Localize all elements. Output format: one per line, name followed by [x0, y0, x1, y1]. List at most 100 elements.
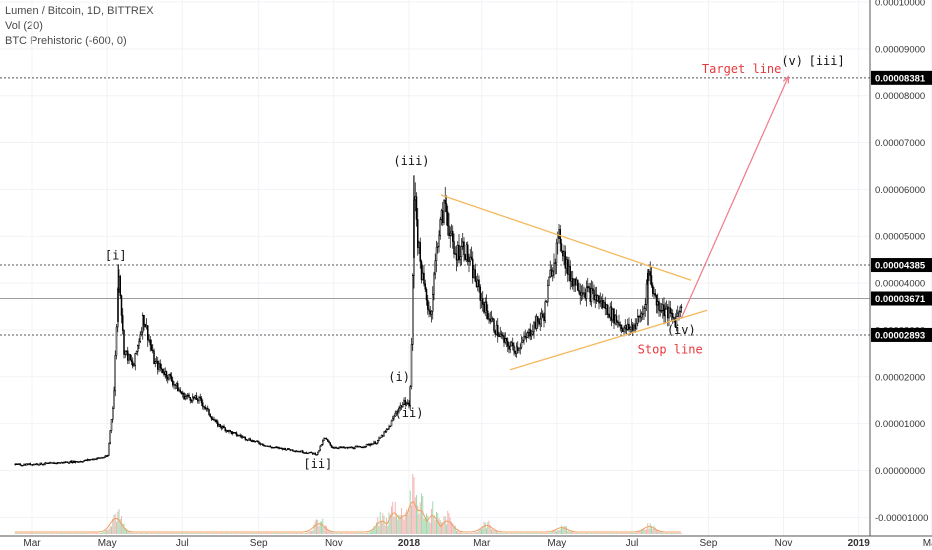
- candle-body: [648, 271, 650, 274]
- volume-bar: [188, 533, 190, 534]
- volume-bar: [37, 533, 39, 534]
- volume-bar: [406, 509, 408, 534]
- volume-bar: [543, 533, 545, 534]
- volume-bar: [236, 533, 238, 534]
- candle-body: [23, 464, 25, 466]
- volume-bar: [494, 530, 496, 534]
- candle-body: [180, 391, 183, 395]
- candle-body: [330, 444, 333, 448]
- candle-body: [625, 325, 628, 330]
- volume-bar: [74, 533, 76, 534]
- candle-body: [324, 437, 327, 440]
- price-lines: [0, 77, 870, 336]
- volume-bar: [42, 533, 44, 534]
- volume-bar: [614, 533, 616, 534]
- volume-bar: [533, 533, 535, 534]
- x-axis[interactable]: Mar May Jul Sep Nov 2018 Mar May Jul Sep Nov 2019 Ma…: [0, 535, 932, 549]
- candle-body: [512, 342, 514, 347]
- candle-body: [558, 229, 560, 235]
- volume-bar: [342, 533, 344, 534]
- volume-bar: [581, 533, 583, 534]
- candle-body: [242, 436, 244, 438]
- volume-bar: [559, 529, 561, 534]
- volume-bar: [654, 527, 656, 534]
- trend-line-upper[interactable]: [440, 194, 692, 281]
- candle-body: [599, 301, 602, 304]
- volume-bar: [596, 533, 598, 534]
- volume-bar: [263, 533, 265, 534]
- volume-bar: [149, 533, 151, 534]
- candle-body: [197, 399, 199, 402]
- candle-body: [487, 310, 489, 319]
- candle-body: [57, 462, 59, 464]
- candle-body: [455, 253, 458, 261]
- candle-body: [464, 254, 467, 260]
- legend-volume[interactable]: Vol (20): [5, 20, 43, 32]
- volume-bar: [198, 533, 200, 534]
- candle-body: [47, 462, 49, 464]
- candle-body: [639, 315, 642, 318]
- candle-body: [90, 458, 93, 461]
- candle-body: [98, 457, 100, 459]
- volume-bar: [584, 533, 586, 534]
- candle-body: [245, 439, 248, 441]
- volume-bar: [504, 533, 506, 534]
- volume-bar: [523, 533, 525, 534]
- volume-bar: [232, 533, 234, 534]
- volume-bar: [139, 533, 141, 534]
- candle-body: [39, 462, 42, 465]
- candle-body: [22, 465, 24, 467]
- candle-body: [372, 443, 374, 446]
- volume-bar: [272, 533, 274, 534]
- volume-bar: [154, 533, 156, 534]
- volume-bar: [412, 474, 414, 534]
- candle-body: [287, 448, 289, 450]
- candle-body: [530, 334, 533, 337]
- target-arrow[interactable]: [680, 76, 790, 319]
- candle-body: [480, 297, 483, 301]
- volume-bar: [352, 533, 354, 534]
- volume-bar: [458, 532, 460, 534]
- volume-bar: [643, 528, 645, 534]
- trend-line-lower[interactable]: [509, 309, 708, 371]
- volume-bar: [46, 533, 48, 534]
- volume-bar: [234, 533, 236, 534]
- volume-bar: [562, 527, 564, 534]
- volume-bar: [566, 526, 568, 534]
- volume-bar: [68, 533, 70, 534]
- candle-body: [403, 399, 405, 405]
- candle-body: [74, 461, 77, 463]
- x-tick-label: Mar: [23, 538, 41, 549]
- candle-body: [522, 339, 524, 343]
- y-axis[interactable]: 0.00010000 0.00009000 0.00008000 0.00007000…: [869, 0, 932, 536]
- candle-body: [490, 318, 493, 322]
- candle-body: [140, 331, 143, 335]
- candle-body: [173, 384, 175, 386]
- candle-body: [327, 439, 329, 442]
- candle-body: [454, 253, 457, 255]
- volume-bar: [297, 533, 299, 534]
- candle-body: [133, 365, 135, 367]
- candle-body: [222, 426, 224, 429]
- volume-bar: [637, 532, 639, 534]
- candle-body: [394, 412, 397, 417]
- legend-symbol[interactable]: Lumen / Bitcoin, 1D, BITTREX: [5, 5, 154, 17]
- volume-bar: [264, 533, 266, 534]
- candle-body: [107, 455, 109, 457]
- candle-body: [657, 301, 659, 306]
- wave-label: (ii): [395, 406, 424, 420]
- legend-prehistoric[interactable]: BTC Prehistoric (-600, 0): [5, 35, 127, 47]
- volume-bar: [39, 533, 41, 534]
- candle-body: [150, 344, 153, 351]
- candle-body: [223, 426, 225, 429]
- volume-bar: [338, 533, 340, 534]
- drawings[interactable]: [440, 75, 790, 371]
- wave-label: (v): [781, 54, 803, 68]
- candle-body: [472, 258, 474, 279]
- volume-bar: [481, 528, 483, 534]
- candle-body: [325, 438, 328, 440]
- candle-body: [267, 445, 269, 447]
- candle-body: [474, 269, 477, 282]
- candle-body: [604, 302, 607, 309]
